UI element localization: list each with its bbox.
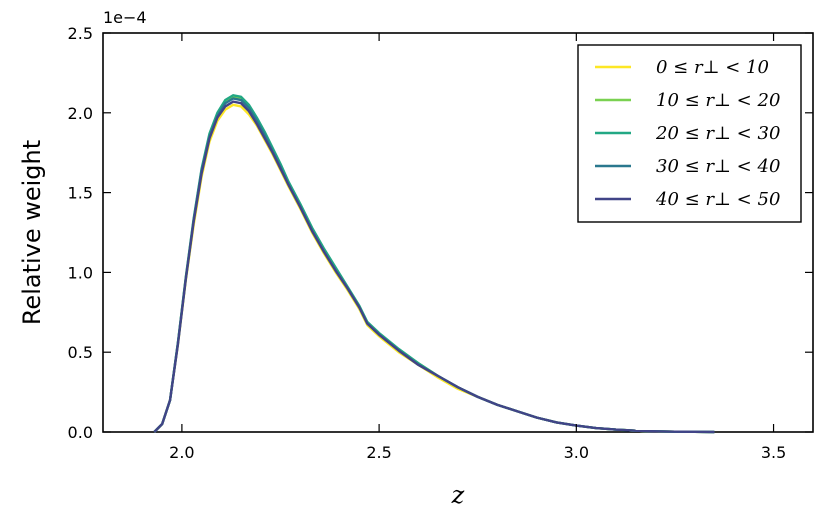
y-tick-label: 1.0 bbox=[68, 263, 93, 282]
legend-label: 30 ≤ r⊥ < 40 bbox=[656, 156, 780, 177]
ticks-layer: 2.0 2.5 3.0 3.5 0.0 0.5 1.0 1.5 2.0 2.5 bbox=[68, 24, 813, 462]
y-tick-label: 0.0 bbox=[68, 423, 93, 442]
y-tick-label: 1.5 bbox=[68, 184, 93, 203]
x-tick-label: 2.0 bbox=[169, 443, 194, 462]
legend-label: 20 ≤ r⊥ < 30 bbox=[655, 123, 780, 144]
y-axis-label: Relative weight bbox=[18, 140, 46, 325]
legend: 0 ≤ r⊥ < 10 10 ≤ r⊥ < 20 20 ≤ r⊥ < 30 30 ≤ … bbox=[577, 44, 802, 223]
y-tick-label: 2.5 bbox=[68, 24, 93, 43]
legend-label: 40 ≤ r⊥ < 50 bbox=[655, 189, 780, 210]
plot-border bbox=[102, 32, 814, 433]
x-tick-label: 2.5 bbox=[366, 443, 391, 462]
legend-label: 0 ≤ r⊥ < 10 bbox=[656, 57, 769, 78]
legend-label: 10 ≤ r⊥ < 20 bbox=[656, 90, 780, 111]
x-axis-label: z bbox=[451, 481, 465, 509]
x-tick-label: 3.5 bbox=[761, 443, 786, 462]
y-multiplier-label: 1e−4 bbox=[103, 8, 147, 27]
x-tick-label: 3.0 bbox=[564, 443, 589, 462]
y-tick-label: 0.5 bbox=[68, 343, 93, 362]
plot-frame bbox=[102, 32, 814, 433]
y-tick-label: 2.0 bbox=[68, 104, 93, 123]
